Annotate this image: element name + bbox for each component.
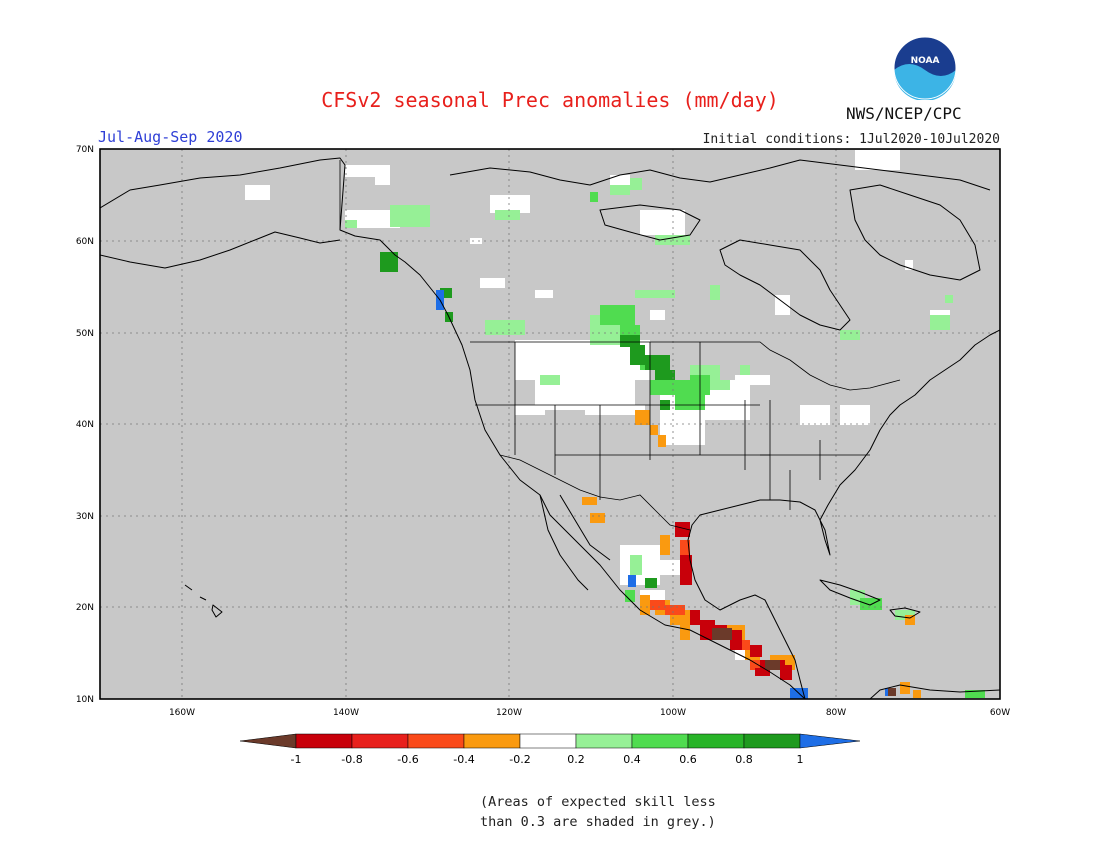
longitude-labels: 160W 140W 120W 100W 80W 60W	[169, 708, 1010, 718]
colorbar-label: -0.6	[397, 753, 418, 766]
initial-conditions: Initial conditions: 1Jul2020-10Jul2020	[702, 132, 1000, 147]
colorbar-label: 0.2	[567, 753, 585, 766]
colorbar	[239, 733, 861, 749]
colorbar-segment-p06	[687, 733, 745, 749]
noaa-logo-text: NOAA	[911, 56, 940, 66]
colorbar-segment-neg08	[351, 733, 409, 749]
lon-label-60w: 60W	[990, 708, 1010, 718]
lon-label-140w: 140W	[333, 708, 359, 718]
colorbar-label: 0.6	[679, 753, 697, 766]
colorbar-segment-lt-neg1	[239, 733, 297, 749]
lat-label-70n: 70N	[76, 145, 94, 155]
colorbar-label: -0.2	[509, 753, 530, 766]
chart-title: CFSv2 seasonal Prec anomalies (mm/day)	[321, 88, 779, 112]
negative-anomaly-lt1-areas	[712, 628, 896, 696]
colorbar-label: -0.4	[453, 753, 474, 766]
lat-label-10n: 10N	[76, 695, 94, 705]
colorbar-label: 1	[797, 753, 804, 766]
lat-label-20n: 20N	[76, 603, 94, 613]
colorbar-label: -0.8	[341, 753, 362, 766]
colorbar-label: 0.8	[735, 753, 753, 766]
agency-label: NWS/NCEP/CPC	[846, 104, 962, 123]
skill-note-line-2: than 0.3 are shaded in grey.)	[480, 814, 716, 830]
colorbar-segment-p02	[575, 733, 633, 749]
colorbar-segment-gt1	[799, 733, 861, 749]
lon-label-160w: 160W	[169, 708, 195, 718]
skill-note-line-1: (Areas of expected skill less	[480, 794, 716, 810]
lon-label-100w: 100W	[660, 708, 686, 718]
lat-label-30n: 30N	[76, 512, 94, 522]
lon-label-120w: 120W	[496, 708, 522, 718]
colorbar-segment-p04	[631, 733, 689, 749]
political-boundaries	[339, 160, 901, 531]
latitude-labels: 70N 60N 50N 40N 30N 20N 10N	[76, 145, 94, 705]
lat-label-40n: 40N	[76, 420, 94, 430]
graticule	[100, 149, 1000, 699]
noaa-logo: NOAA	[893, 36, 957, 101]
colorbar-label: 0.4	[623, 753, 641, 766]
colorbar-segment-neg04	[463, 733, 521, 749]
colorbar-label: -1	[291, 753, 302, 766]
season-label: Jul-Aug-Sep 2020	[98, 128, 243, 146]
colorbar-segment-neg1	[295, 733, 353, 749]
lat-label-60n: 60N	[76, 237, 94, 247]
map-frame	[99, 148, 1001, 700]
colorbar-segment-p08	[743, 733, 801, 749]
skill-note: (Areas of expected skill less than 0.3 a…	[480, 792, 716, 832]
colorbar-segment-neg06	[407, 733, 465, 749]
colorbar-segment-neutral	[519, 733, 577, 749]
lat-label-50n: 50N	[76, 329, 94, 339]
lon-label-80w: 80W	[826, 708, 846, 718]
coastlines	[100, 157, 1000, 699]
colorbar-labels: -1 -0.8 -0.6 -0.4 -0.2 0.2 0.4 0.6 0.8 1	[291, 753, 804, 766]
